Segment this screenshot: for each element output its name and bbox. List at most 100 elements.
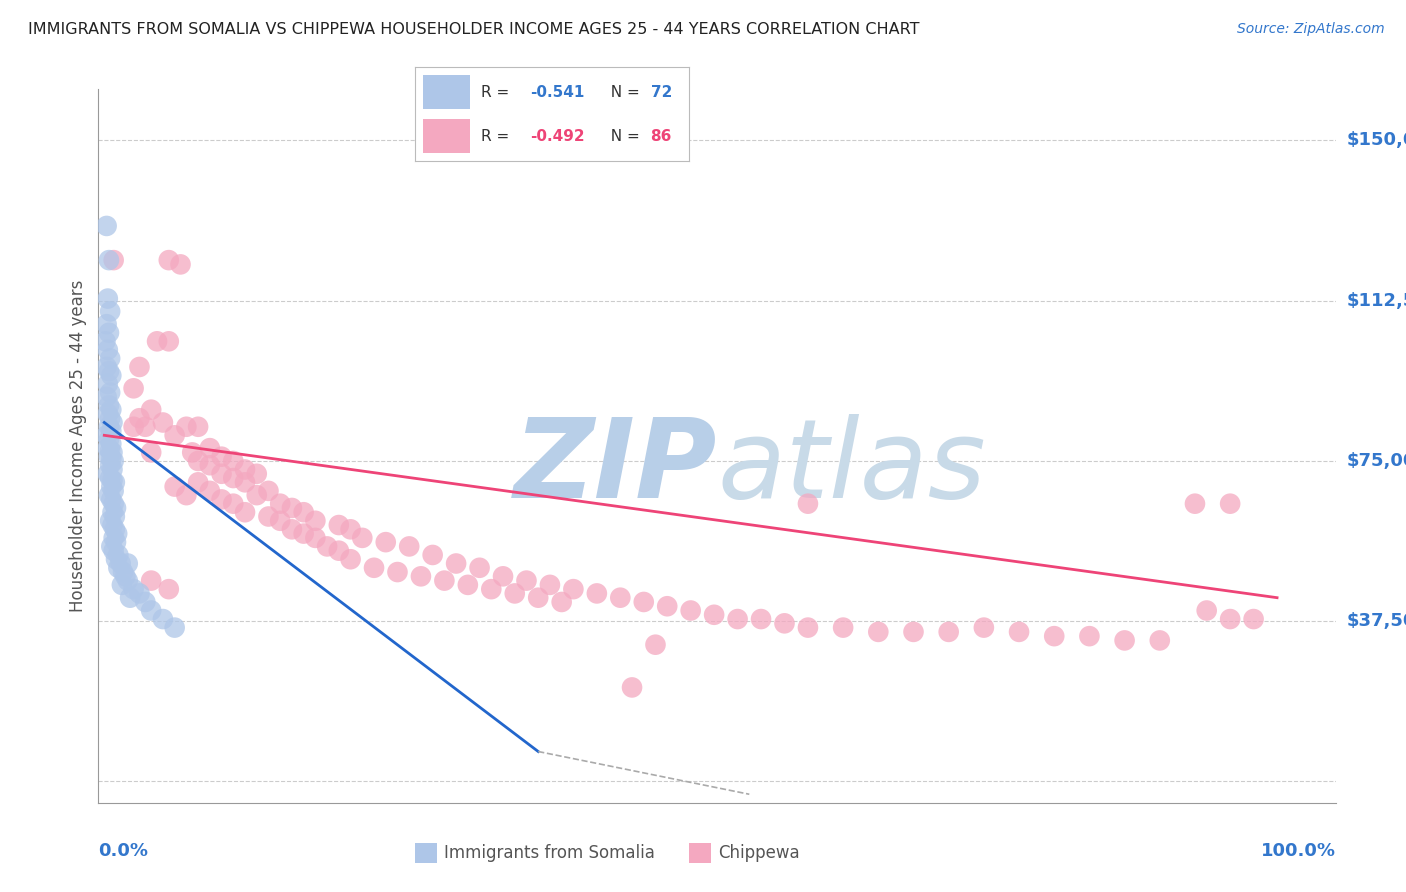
Point	[233, 505, 256, 519]
Point	[103, 531, 125, 545]
Point	[105, 552, 128, 566]
Point	[1184, 497, 1206, 511]
Point	[128, 359, 150, 374]
Point	[868, 624, 890, 639]
Point	[339, 522, 361, 536]
Point	[146, 334, 169, 349]
Point	[103, 543, 125, 558]
Point	[163, 480, 186, 494]
Point	[586, 586, 609, 600]
Point	[101, 416, 124, 430]
Point	[141, 445, 163, 459]
Text: 0.0%: 0.0%	[98, 842, 149, 860]
Point	[163, 428, 186, 442]
Point	[100, 540, 122, 554]
Point	[492, 569, 515, 583]
Point	[98, 488, 121, 502]
Point	[110, 557, 132, 571]
Point	[633, 595, 655, 609]
Point	[98, 514, 121, 528]
Point	[644, 638, 666, 652]
Point	[1043, 629, 1066, 643]
Point	[316, 540, 339, 554]
Point	[621, 681, 644, 695]
Point	[211, 450, 233, 464]
Point	[100, 437, 122, 451]
Point	[187, 454, 209, 468]
Point	[973, 621, 995, 635]
Point	[157, 334, 180, 349]
Point	[112, 565, 135, 579]
Point	[562, 582, 585, 596]
Point	[169, 257, 191, 271]
Point	[98, 411, 121, 425]
Point	[398, 540, 420, 554]
Text: 100.0%: 100.0%	[1261, 842, 1336, 860]
Point	[114, 569, 136, 583]
Point	[128, 586, 150, 600]
Point	[120, 591, 142, 605]
Text: Immigrants from Somalia: Immigrants from Somalia	[444, 844, 655, 862]
Point	[97, 292, 120, 306]
Point	[104, 475, 127, 490]
Point	[117, 557, 139, 571]
Point	[1219, 612, 1241, 626]
Point	[98, 433, 121, 447]
Point	[97, 467, 120, 481]
Point	[328, 518, 350, 533]
Point	[98, 304, 121, 318]
Point	[122, 381, 145, 395]
Point	[101, 445, 124, 459]
Point	[122, 419, 145, 434]
Point	[352, 531, 374, 545]
Point	[141, 574, 163, 588]
Point	[157, 253, 180, 268]
Point	[134, 595, 156, 609]
Point	[105, 500, 128, 515]
Point	[98, 398, 121, 412]
Text: N =: N =	[602, 128, 645, 144]
Point	[105, 526, 128, 541]
Point	[122, 582, 145, 596]
Point	[94, 334, 117, 349]
Point	[281, 500, 304, 515]
Text: Chippewa: Chippewa	[718, 844, 800, 862]
Point	[104, 509, 127, 524]
Point	[233, 475, 256, 490]
Point	[339, 552, 361, 566]
Point	[101, 505, 124, 519]
Point	[103, 253, 125, 268]
Text: N =: N =	[602, 85, 645, 100]
Point	[222, 497, 245, 511]
Point	[1219, 497, 1241, 511]
Point	[100, 368, 122, 383]
Point	[103, 483, 125, 498]
Point	[104, 522, 127, 536]
Point	[1195, 603, 1218, 617]
Point	[387, 565, 409, 579]
Point	[141, 402, 163, 417]
Point	[134, 419, 156, 434]
Point	[98, 326, 121, 340]
Point	[98, 364, 121, 378]
Point	[96, 359, 118, 374]
Point	[444, 557, 467, 571]
Point	[100, 492, 122, 507]
Point	[1008, 624, 1031, 639]
Point	[98, 351, 121, 366]
Point	[328, 543, 350, 558]
Point	[727, 612, 749, 626]
Point	[257, 509, 280, 524]
Point	[609, 591, 631, 605]
Text: -0.541: -0.541	[530, 85, 585, 100]
Point	[246, 488, 269, 502]
Point	[832, 621, 855, 635]
Point	[222, 471, 245, 485]
Point	[773, 616, 796, 631]
Point	[903, 624, 925, 639]
Point	[433, 574, 456, 588]
Point	[101, 462, 124, 476]
Point	[96, 317, 118, 331]
Point	[363, 561, 385, 575]
Point	[304, 514, 326, 528]
